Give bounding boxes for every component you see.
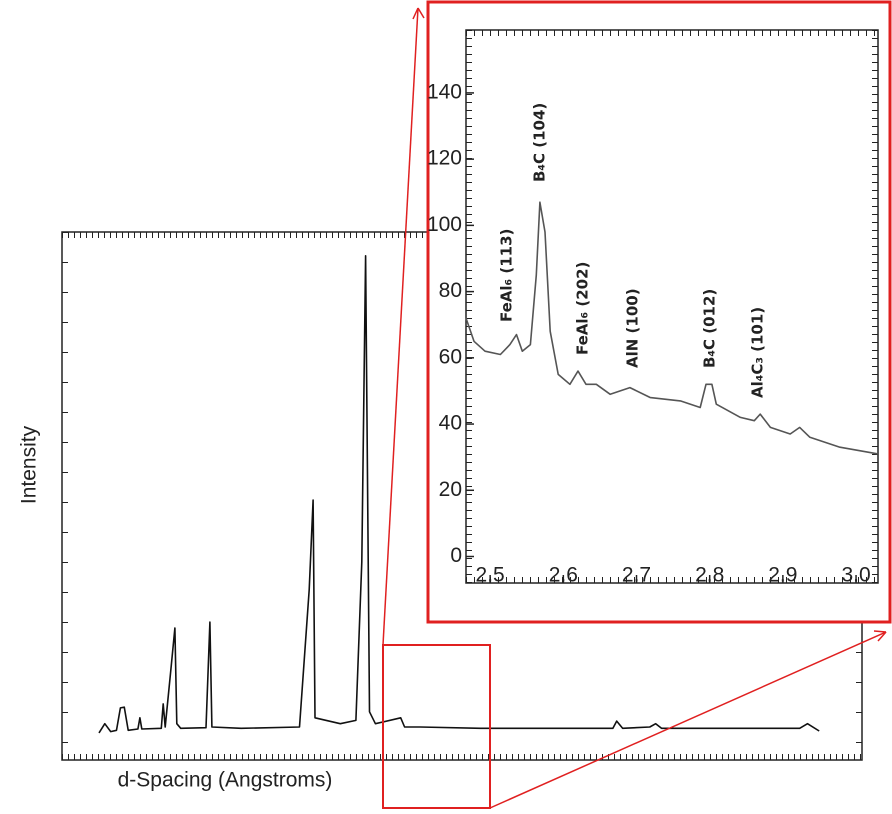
- data-line: [465, 201, 879, 455]
- inset-box: [426, 0, 892, 624]
- peak-label: B₄C (104): [531, 103, 549, 182]
- y-tick-label: 120: [427, 147, 462, 170]
- x-axis-label: d-Spacing (Angstroms): [118, 769, 333, 792]
- data-line: [98, 255, 820, 734]
- y-tick-label: 80: [439, 279, 462, 302]
- x-tick-label: 2.8: [695, 564, 724, 587]
- peak-label: Al₄C₃ (101): [749, 307, 767, 398]
- arrow-head: [412, 7, 425, 20]
- x-tick-label: 2.6: [549, 564, 578, 587]
- peak-label: FeAl₆ (113): [498, 229, 516, 322]
- zoom-region: [382, 644, 491, 809]
- y-tick-label: 140: [427, 80, 462, 103]
- y-axis-label: Intensity: [18, 425, 41, 504]
- arrow-head: [873, 630, 887, 642]
- y-tick-label: 100: [427, 213, 462, 236]
- peak-label: B₄C (012): [701, 289, 719, 368]
- y-tick-label: 40: [439, 412, 462, 435]
- y-tick-label: 0: [450, 544, 462, 567]
- peak-label: FeAl₆ (202): [574, 262, 592, 355]
- zoom-connector: [489, 631, 887, 809]
- x-tick-label: 2.5: [476, 564, 505, 587]
- y-tick-label: 20: [439, 478, 462, 501]
- peak-label: AlN (100): [624, 288, 642, 368]
- x-tick-label: 3.0: [841, 564, 870, 587]
- zoom-connector: [382, 7, 419, 646]
- x-tick-label: 2.9: [768, 564, 797, 587]
- inset-plot: 0 20 40 60 80 100 120 140 FeAl₆ (113) B₄C (104) Fe…: [427, 29, 879, 584]
- x-tick-label: 2.7: [622, 564, 651, 587]
- inset-frame: [465, 29, 879, 584]
- y-tick-label: 60: [439, 345, 462, 368]
